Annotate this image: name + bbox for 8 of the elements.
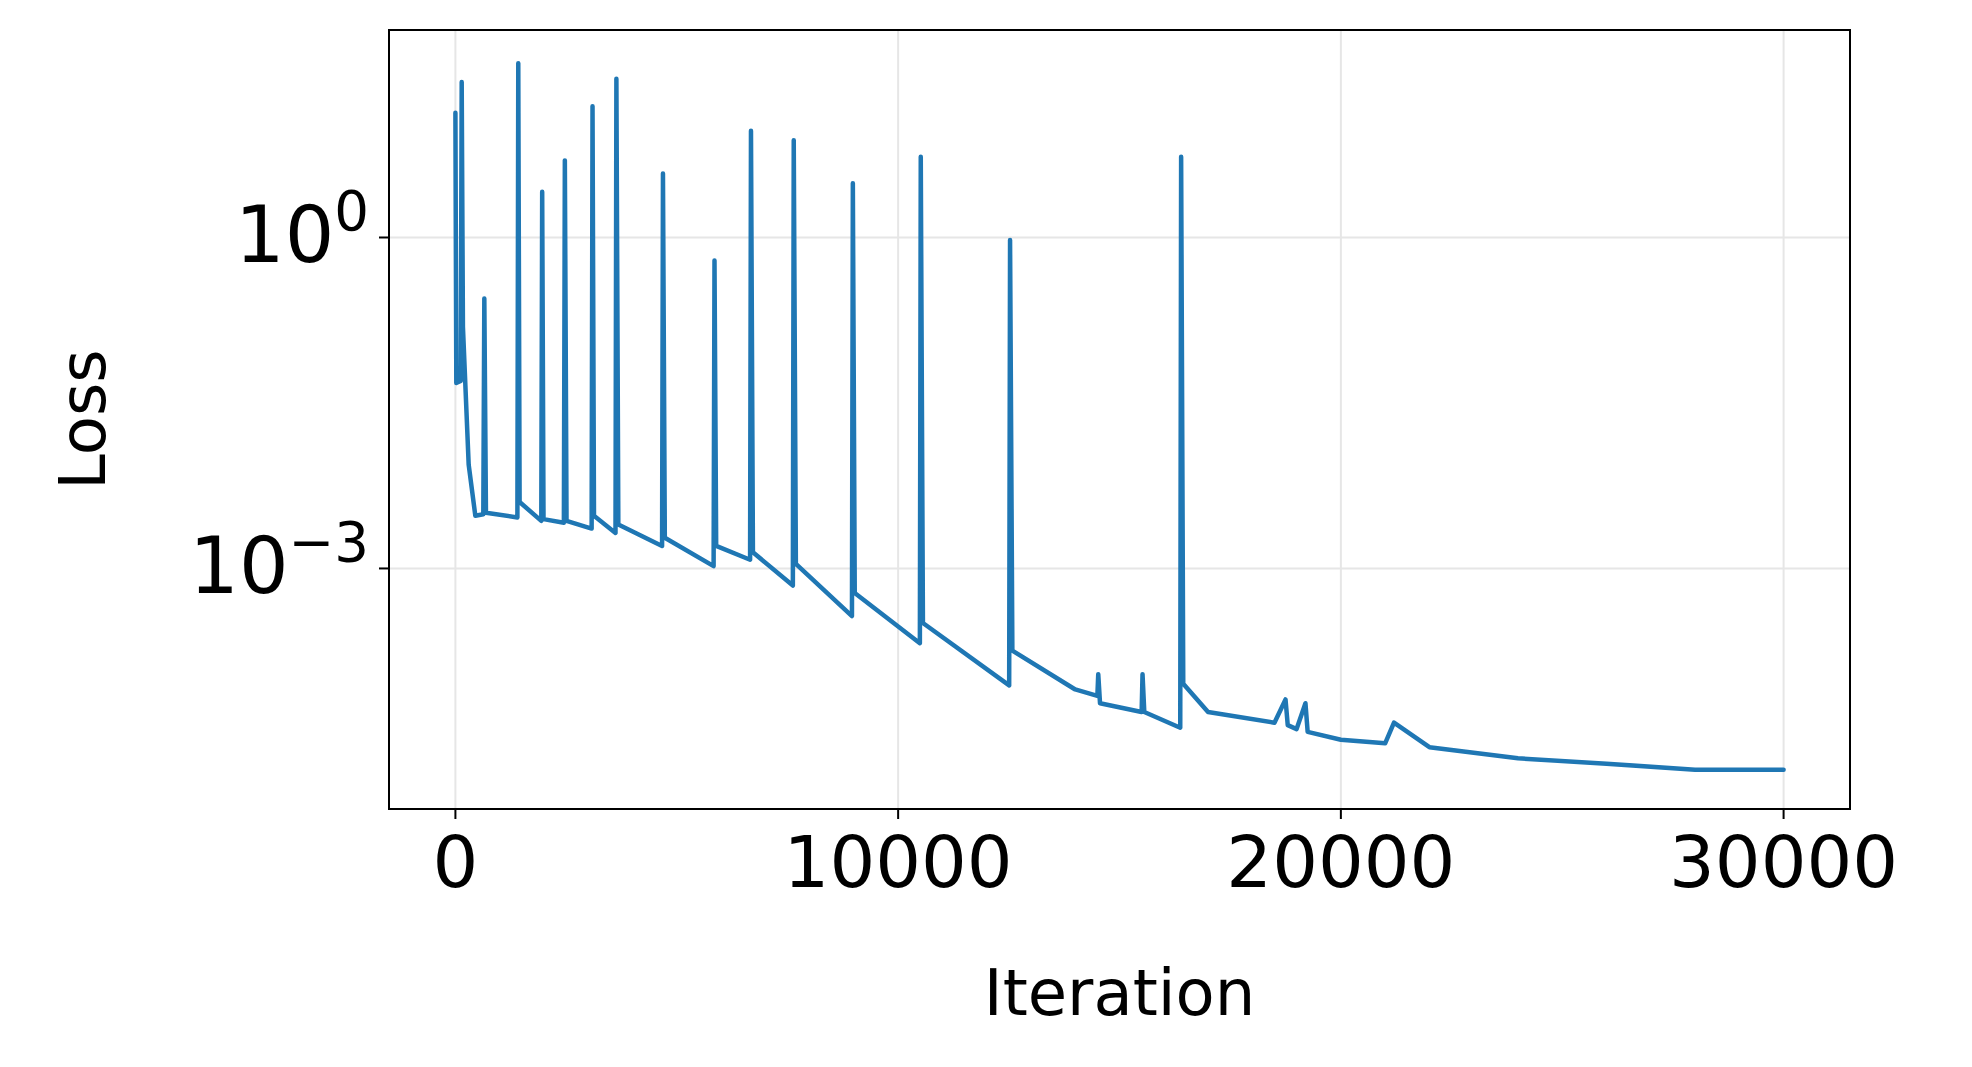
x-tick-label: 30000 [1669, 820, 1899, 904]
y-axis-title: Loss [46, 349, 120, 490]
y-tick-label: 10$^{−3}$ [189, 510, 369, 612]
x-tick-label: 10000 [783, 820, 1013, 904]
x-tick-label: 20000 [1226, 820, 1456, 904]
y-tick-label: 10$^{0}$ [235, 179, 369, 281]
x-axis-title: Iteration [983, 956, 1256, 1030]
x-tick-label: 0 [432, 820, 479, 904]
